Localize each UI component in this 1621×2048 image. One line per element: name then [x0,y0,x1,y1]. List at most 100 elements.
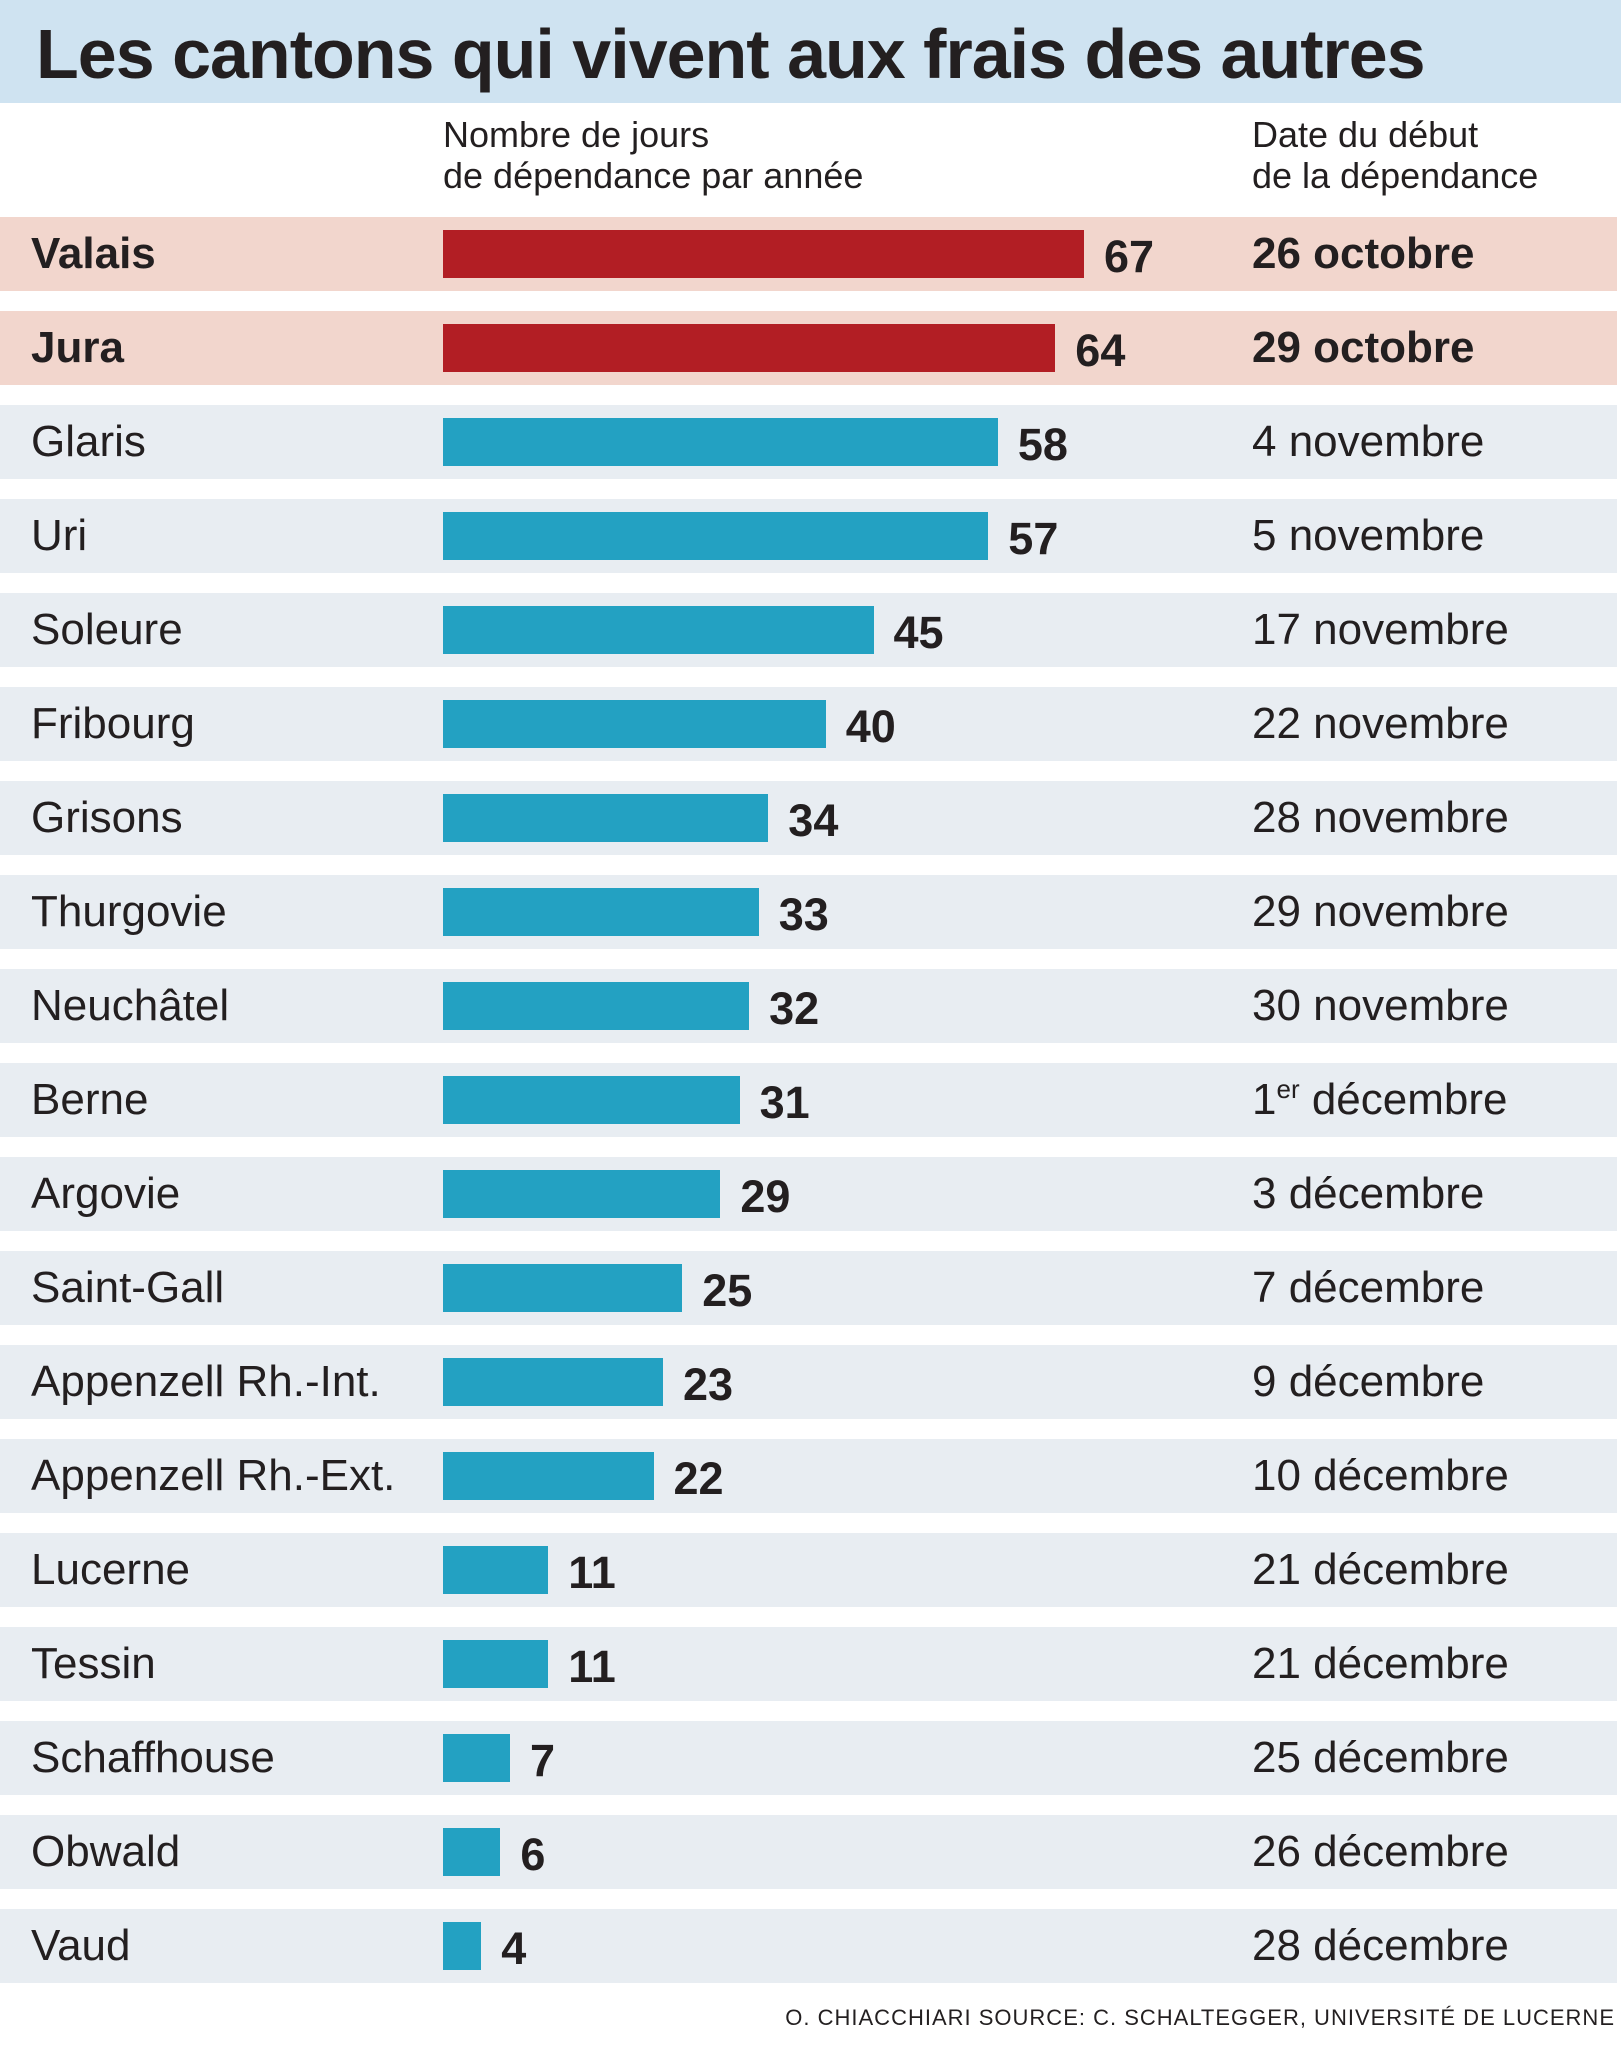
bars-header-line-1: Nombre de jours [443,114,710,155]
date-label: 29 novembre [1252,875,1509,949]
date-text: 21 décembre [1252,1545,1509,1594]
table-row: Jura 64 29 octobre [0,311,1617,385]
dates-header-line-1: Date du début [1252,114,1479,155]
date-text: 25 décembre [1252,1733,1509,1782]
bar [443,1076,740,1124]
date-text: 29 novembre [1252,887,1509,936]
bar [443,1170,721,1218]
canton-label: Berne [31,1075,149,1124]
date-text: 5 novembre [1252,511,1485,560]
date-text: 26 octobre [1252,229,1475,278]
table-row: Obwald 6 26 décembre [0,1815,1617,1889]
bar [443,230,1084,278]
bar [443,1452,654,1500]
table-row: Tessin 11 21 décembre [0,1627,1617,1701]
canton-label: Fribourg [31,699,195,748]
date-label: 3 décembre [1252,1157,1484,1231]
bar [443,1922,482,1970]
bar [443,1640,549,1688]
canton-label: Lucerne [31,1545,191,1594]
value-label: 4 [501,1923,527,1974]
date-label: 29 octobre [1252,311,1475,385]
table-row: Soleure 45 17 novembre [0,593,1617,667]
dates-column-header: Date du début de la dépendance [1252,114,1538,196]
canton-label: Argovie [31,1169,181,1218]
bar [443,794,769,842]
canton-label: Jura [31,323,124,372]
table-row: Vaud 4 28 décembre [0,1909,1617,1983]
value-label: 33 [778,889,829,940]
table-row: Appenzell Rh.-Int. 23 9 décembre [0,1345,1617,1419]
table-row: Glaris 58 4 novembre [0,405,1617,479]
bar [443,1264,683,1312]
canton-label: Vaud [31,1921,131,1970]
value-label: 58 [1017,419,1068,470]
date-text: 21 décembre [1252,1639,1509,1688]
date-text: 9 décembre [1252,1357,1485,1406]
value-label: 31 [759,1077,810,1128]
date-label: 5 novembre [1252,499,1484,573]
table-row: Schaffhouse 7 25 décembre [0,1721,1617,1795]
bar [443,1734,510,1782]
date-label: 9 décembre [1252,1345,1484,1419]
date-text: 30 novembre [1252,981,1509,1030]
canton-label: Neuchâtel [31,981,230,1030]
date-label: 25 décembre [1252,1721,1509,1795]
table-row: Uri 57 5 novembre [0,499,1617,573]
table-row: Argovie 29 3 décembre [0,1157,1617,1231]
bar [443,700,826,748]
canton-label: Obwald [31,1827,181,1876]
date-label: 4 novembre [1252,405,1484,479]
bar [443,888,759,936]
value-label: 32 [769,983,820,1034]
bars-column-header: Nombre de jours de dépendance par année [443,114,863,196]
value-label: 11 [568,1641,616,1692]
canton-label: Appenzell Rh.-Ext. [31,1451,396,1500]
date-text: 10 décembre [1252,1451,1509,1500]
chart-title: Les cantons qui vivent aux frais des aut… [36,15,1426,93]
date-text: 4 novembre [1252,417,1485,466]
bar [443,1358,663,1406]
title-band: Les cantons qui vivent aux frais des aut… [0,0,1621,103]
canton-label: Tessin [31,1639,156,1688]
table-row: Berne 31 1er décembre [0,1063,1617,1137]
bar [443,606,874,654]
date-text: 1 [1252,1075,1277,1124]
canton-label: Schaffhouse [31,1733,275,1782]
bar [443,324,1056,372]
date-label: 10 décembre [1252,1439,1509,1513]
table-row: Neuchâtel 32 30 novembre [0,969,1617,1043]
bar [443,418,998,466]
value-label: 22 [673,1453,724,1504]
date-label: 21 décembre [1252,1627,1509,1701]
date-text: 29 octobre [1252,323,1475,372]
value-label: 29 [740,1171,791,1222]
bar [443,982,750,1030]
date-label: 17 novembre [1252,593,1509,667]
value-label: 25 [702,1265,753,1316]
value-label: 7 [530,1735,556,1786]
table-row: Thurgovie 33 29 novembre [0,875,1617,949]
date-label: 26 décembre [1252,1815,1509,1889]
canton-label: Uri [31,511,88,560]
table-row: Fribourg 40 22 novembre [0,687,1617,761]
date-text: 26 décembre [1252,1827,1509,1876]
date-text: 22 novembre [1252,699,1509,748]
table-row: Valais 67 26 octobre [0,217,1617,291]
canton-label: Soleure [31,605,183,654]
value-label: 34 [788,795,839,846]
date-label: 28 décembre [1252,1909,1509,1983]
bar [443,1828,501,1876]
value-label: 45 [893,607,944,658]
date-text: 17 novembre [1252,605,1509,654]
dates-header-line-2: de la dépendance [1252,155,1539,196]
date-label: 22 novembre [1252,687,1509,761]
bar [443,512,989,560]
bar [443,1546,549,1594]
date-label: 30 novembre [1252,969,1509,1043]
table-row: Saint-Gall 25 7 décembre [0,1251,1617,1325]
date-text: 7 décembre [1252,1263,1485,1312]
date-label: 28 novembre [1252,781,1509,855]
canton-label: Saint-Gall [31,1263,225,1312]
date-superscript: er [1276,1074,1300,1104]
